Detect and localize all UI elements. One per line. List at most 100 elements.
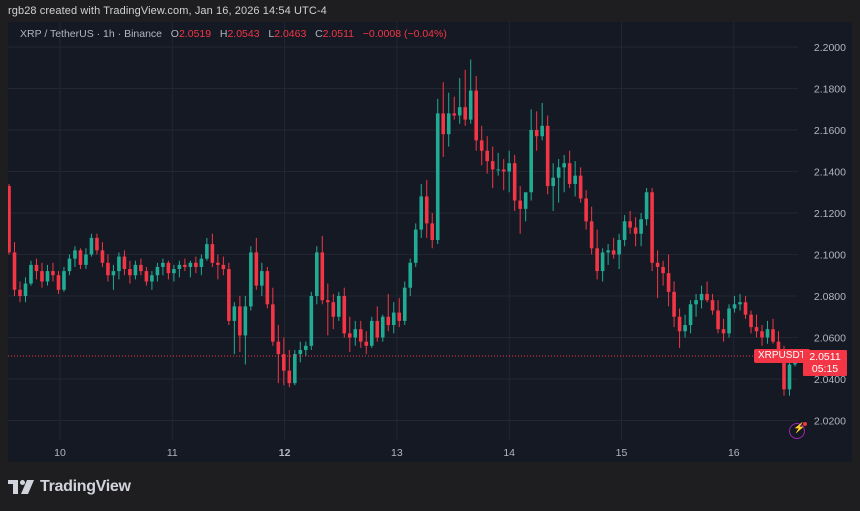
candle-body — [364, 341, 369, 346]
candle-body — [589, 221, 594, 249]
candle-body — [490, 161, 495, 170]
y-axis-label: 2.0400 — [814, 374, 846, 386]
candle-body — [194, 262, 198, 267]
y-axis-label: 2.1600 — [814, 125, 846, 137]
candle-body — [89, 237, 94, 255]
candle-body — [402, 287, 407, 321]
candle-body — [380, 316, 385, 338]
candle-body — [628, 221, 632, 228]
candle-body — [617, 239, 621, 255]
candle-body — [56, 275, 61, 290]
candle-body — [95, 237, 99, 251]
candle-body — [419, 196, 424, 230]
candle-body — [650, 192, 654, 263]
candle-body — [666, 273, 671, 292]
candle-body — [776, 341, 781, 350]
candle-body — [540, 125, 544, 137]
tradingview-logo[interactable]: TradingView — [8, 478, 131, 496]
candle-body — [78, 250, 83, 265]
symbol-info[interactable]: XRP / TetherUS · 1h · Binance — [20, 28, 163, 40]
candle-body — [282, 354, 286, 371]
candle-body — [139, 264, 143, 272]
candle-body — [8, 186, 11, 253]
candle-body — [721, 329, 726, 334]
candle-body — [452, 113, 457, 116]
candle-body — [342, 296, 347, 334]
candle-body — [595, 248, 599, 272]
candle-body — [496, 169, 500, 171]
y-axis-label: 2.1200 — [814, 208, 846, 220]
brand-name: TradingView — [40, 478, 131, 495]
candlestick-chart[interactable]: 2.2000 2.1800 2.1600 2.1400 2.1200 2.1000 2.08… — [8, 22, 852, 462]
last-price-label: 2.0511 05:15 — [803, 350, 847, 376]
candle-body — [743, 302, 748, 315]
x-axis-label: 10 — [54, 447, 66, 459]
close-label: C — [315, 28, 323, 40]
x-axis-label: 16 — [728, 447, 740, 459]
candle-body — [117, 256, 121, 272]
candle-body — [556, 167, 561, 178]
candle-body — [128, 269, 132, 276]
candle-body — [523, 192, 528, 209]
candle-body — [507, 163, 511, 172]
chart-credit: rgb28 created with TradingView.com, Jan … — [8, 5, 327, 17]
candle-body — [578, 175, 583, 199]
candle-body — [51, 271, 55, 276]
candle-body — [672, 291, 676, 317]
candle-body — [144, 271, 149, 282]
candle-body — [122, 256, 127, 270]
candle-body — [347, 333, 352, 338]
candle-body — [688, 304, 693, 326]
candle-body — [386, 316, 391, 326]
change-value: −0.0008 (−0.04%) — [362, 28, 447, 40]
candle-body — [315, 252, 319, 296]
candle-body — [67, 258, 72, 272]
candle-body — [62, 271, 66, 290]
candle-body — [633, 227, 638, 234]
candle-body — [413, 229, 418, 263]
lightning-icon[interactable]: ⚡ — [789, 422, 807, 439]
candle-body — [611, 250, 616, 255]
candle-body — [238, 306, 242, 336]
candle-body — [435, 113, 440, 240]
candle-body — [732, 304, 737, 309]
candle-body — [479, 140, 484, 151]
open-value: 2.0519 — [178, 28, 212, 40]
candle-body — [705, 293, 709, 301]
x-axis-label: 11 — [167, 447, 178, 459]
candle-body — [155, 266, 160, 276]
y-axis-label: 2.1400 — [814, 167, 846, 179]
candle-body — [183, 264, 187, 267]
candle-body — [600, 252, 605, 272]
candle-body — [545, 125, 550, 187]
candle-body — [518, 200, 522, 209]
symbol-price-tag: XRPUSDT — [754, 349, 810, 363]
candle-body — [150, 275, 154, 282]
x-axis-label: 12 — [279, 447, 291, 459]
candle-body — [309, 296, 314, 346]
candle-body — [232, 306, 237, 321]
candle-body — [424, 196, 429, 224]
candle-body — [34, 264, 39, 272]
candle-body — [45, 271, 50, 282]
candle-body — [622, 221, 627, 240]
candle-body — [683, 325, 687, 332]
candle-body — [474, 90, 479, 141]
candle-body — [271, 304, 275, 342]
candle-body — [276, 341, 281, 355]
y-axis-label: 2.1800 — [814, 84, 846, 96]
candle-body — [133, 264, 138, 276]
candle-body — [430, 223, 435, 240]
candle-body — [512, 163, 517, 201]
candle-body — [567, 163, 572, 184]
x-axis-label: 13 — [391, 447, 403, 459]
candle-body — [320, 252, 325, 301]
y-axis-label: 2.0200 — [814, 416, 846, 428]
chart-panel[interactable]: XRP / TetherUS · 1h · Binance O2.0519 H2… — [8, 22, 852, 462]
candle-body — [716, 310, 720, 330]
candle-body — [754, 327, 759, 332]
candle-body — [177, 264, 182, 270]
candle-body — [501, 169, 506, 172]
candle-body — [353, 329, 358, 338]
candle-body — [644, 192, 649, 220]
